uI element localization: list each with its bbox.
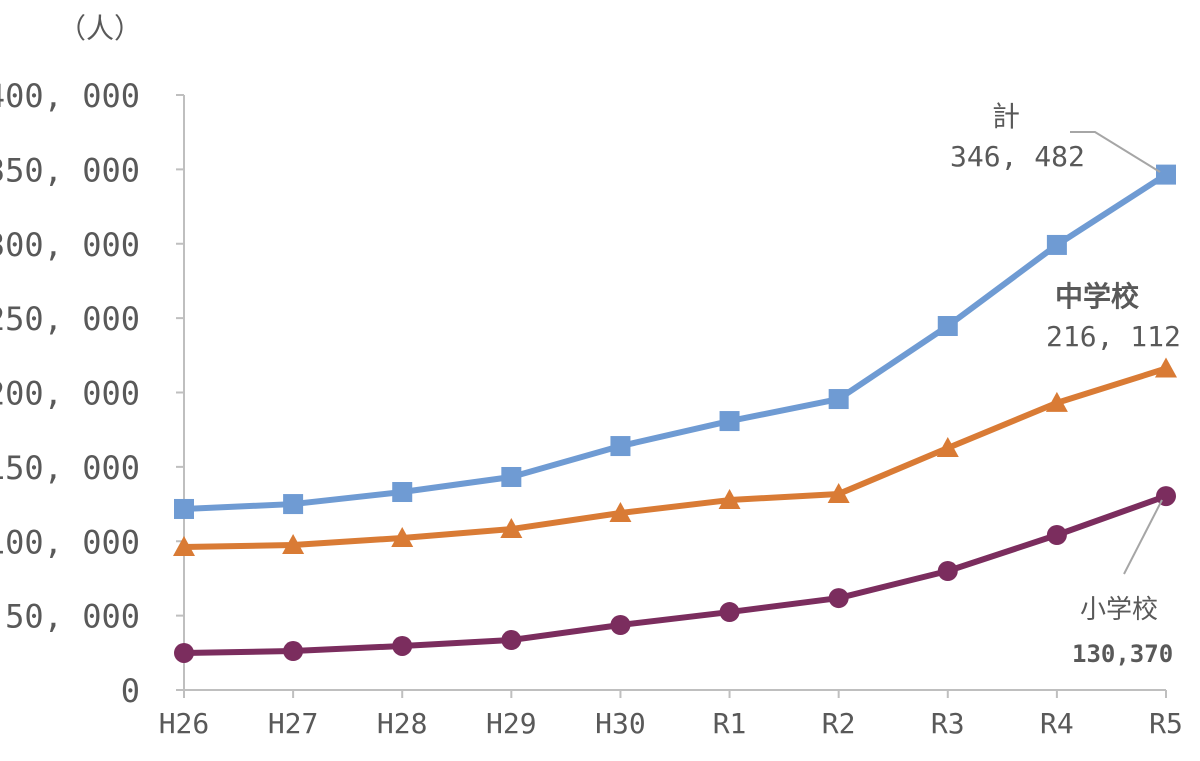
data-point-triangle	[936, 436, 959, 457]
series-square	[174, 164, 1176, 519]
leader-line-elementary	[1123, 499, 1163, 575]
label-junior-high: 中学校	[1055, 280, 1140, 313]
data-point-triangle	[282, 533, 305, 554]
data-point-triangle	[500, 518, 523, 539]
data-point-circle	[719, 602, 740, 623]
x-tick-label: H30	[595, 707, 646, 740]
x-tick-label: H26	[159, 707, 210, 740]
data-point-triangle	[718, 489, 741, 510]
data-point-circle	[501, 630, 522, 651]
data-point-circle	[610, 614, 631, 635]
data-point-triangle	[173, 536, 195, 557]
y-tick-label: 0	[121, 672, 140, 710]
data-point-circle	[174, 642, 194, 663]
x-tick-label: R3	[931, 707, 965, 740]
data-point-square	[937, 316, 958, 337]
value-label-junior-high: 216, 112	[1046, 320, 1181, 353]
series-circle	[174, 486, 1176, 663]
series-line	[183, 493, 1168, 656]
series-line	[183, 365, 1167, 551]
data-point-triangle	[391, 526, 414, 547]
x-tick-label: R2	[822, 707, 856, 740]
x-tick-label: H28	[377, 707, 428, 740]
value-label-total: 346, 482	[950, 140, 1085, 173]
x-tick-label: H29	[486, 707, 537, 740]
series-line	[183, 172, 1168, 512]
y-tick-label: 150, 000	[0, 449, 140, 487]
data-point-circle	[392, 635, 413, 656]
y-tick-label: 100, 000	[0, 523, 140, 561]
data-point-circle	[1046, 525, 1067, 546]
y-tick-label: 300, 000	[0, 226, 140, 264]
data-point-square	[719, 411, 740, 432]
y-tick-label: 250, 000	[0, 300, 140, 338]
data-point-square	[174, 498, 194, 519]
label-elementary: 小学校	[1080, 595, 1158, 625]
x-tick-label: R1	[713, 707, 747, 740]
data-point-triangle	[827, 482, 850, 503]
leader-line-total	[1070, 131, 1161, 173]
data-point-square	[828, 389, 849, 410]
data-point-triangle	[1045, 391, 1068, 412]
data-point-square	[392, 482, 413, 503]
y-tick-label: 350, 000	[0, 151, 140, 189]
y-tick-label: 400, 000	[0, 77, 140, 115]
series-triangle	[173, 357, 1177, 557]
y-tick-label: 200, 000	[0, 375, 140, 413]
data-point-square	[610, 436, 631, 457]
data-point-circle	[828, 588, 849, 609]
data-point-circle	[937, 561, 958, 581]
y-tick-label: 50, 000	[5, 598, 140, 636]
data-point-circle	[283, 641, 304, 662]
data-point-triangle	[609, 501, 632, 522]
data-point-circle	[1156, 486, 1176, 507]
label-total: 計	[992, 100, 1020, 133]
data-point-triangle	[1155, 357, 1177, 378]
y-axis-unit: （人）	[58, 12, 142, 45]
data-point-square	[1046, 234, 1067, 255]
data-point-square	[283, 494, 304, 515]
data-point-square	[501, 466, 522, 487]
x-tick-label: H27	[268, 707, 319, 740]
x-tick-label: R5	[1149, 707, 1183, 740]
data-point-square	[1156, 164, 1176, 185]
x-tick-label: R4	[1040, 707, 1074, 740]
value-label-elementary: 130,370	[1072, 640, 1173, 668]
